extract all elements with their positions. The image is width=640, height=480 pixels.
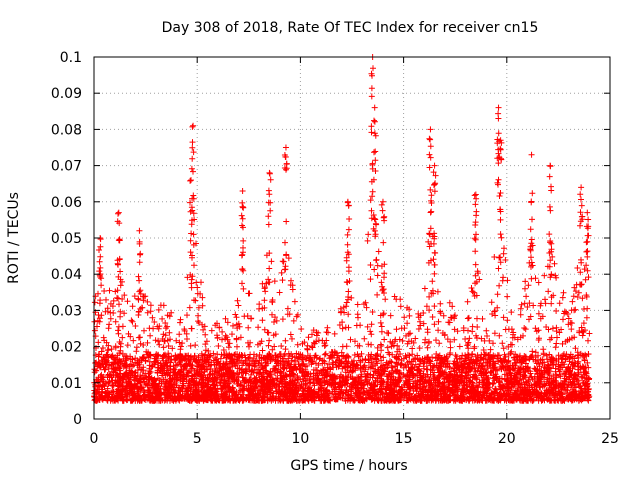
roti-peak-point xyxy=(239,187,246,194)
axis-ticks: 0 0.01 0.02 0.03 0.04 0.05 0.06 0.07 0.08 0.09 0.1… xyxy=(51,50,619,447)
roti-peak-point xyxy=(371,104,378,111)
roti-peak-point xyxy=(344,198,351,205)
roti-peak-point xyxy=(472,191,479,198)
y-tick-label: 0.03 xyxy=(51,303,82,319)
roti-peak-point xyxy=(584,209,591,216)
roti-peak-point xyxy=(282,144,289,151)
x-axis-label: GPS time / hours xyxy=(290,458,407,474)
roti-peak-point xyxy=(547,162,554,169)
y-axis-label: ROTI / TECUs xyxy=(6,192,22,284)
roti-peak-point xyxy=(495,104,502,111)
x-tick-label: 10 xyxy=(291,431,309,447)
y-tick-label: 0.06 xyxy=(51,195,82,211)
x-tick-label: 20 xyxy=(498,431,516,447)
y-tick-label: 0.02 xyxy=(51,340,82,356)
y-tick-label: 0.01 xyxy=(51,376,82,392)
roti-point-cloud xyxy=(91,65,593,404)
x-tick-label: 15 xyxy=(395,431,413,447)
y-tick-label: 0.08 xyxy=(51,122,82,138)
roti-peak-point xyxy=(190,122,197,129)
roti-peak-point xyxy=(115,209,122,216)
roti-peak-point xyxy=(188,177,195,184)
roti-peak-point xyxy=(427,126,434,133)
roti-peak-point xyxy=(379,198,386,205)
x-tick-label: 25 xyxy=(601,431,619,447)
y-tick-label: 0.1 xyxy=(60,50,82,66)
roti-peak-point xyxy=(266,169,273,176)
y-tick-label: 0 xyxy=(73,412,82,428)
grid-lines xyxy=(94,57,610,419)
chart-title: Day 308 of 2018, Rate Of TEC Index for r… xyxy=(162,20,539,36)
roti-peak-point xyxy=(497,137,504,144)
roti-peak-point xyxy=(528,151,535,158)
data-points xyxy=(91,54,593,404)
x-tick-label: 5 xyxy=(193,431,202,447)
roti-peak-point xyxy=(431,162,438,169)
y-tick-label: 0.04 xyxy=(51,267,82,283)
x-tick-label: 0 xyxy=(90,431,99,447)
roti-peak-point xyxy=(578,184,585,191)
y-tick-label: 0.05 xyxy=(51,231,82,247)
roti-peak-point xyxy=(136,227,143,234)
y-tick-label: 0.07 xyxy=(51,159,82,175)
y-tick-label: 0.09 xyxy=(51,86,82,102)
